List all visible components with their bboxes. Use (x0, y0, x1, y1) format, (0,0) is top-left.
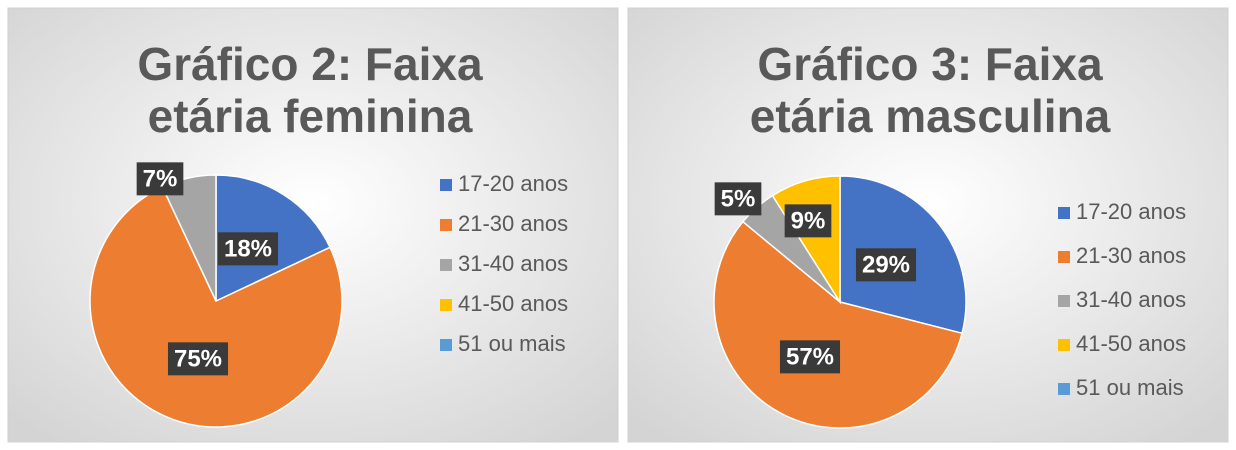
legend-label: 21-30 anos (458, 211, 568, 236)
legend-swatch (440, 299, 452, 311)
legend-label: 51 ou mais (1076, 375, 1184, 400)
data-label-box (779, 340, 841, 374)
data-label: 5% (721, 185, 756, 212)
chart-title: Gráfico 2: Faixa etária feminina (137, 38, 483, 142)
legend-label: 17-20 anos (1076, 199, 1186, 224)
legend-label: 31-40 anos (1076, 287, 1186, 312)
data-label-box (217, 232, 279, 266)
legend-swatch (440, 259, 452, 271)
legend-label: 41-50 anos (1076, 331, 1186, 356)
legend-swatch (1058, 207, 1070, 219)
legend-swatch (440, 339, 452, 351)
legend-swatch (440, 179, 452, 191)
data-label-box (136, 162, 184, 196)
data-label: 7% (143, 165, 178, 192)
pie-slice (713, 220, 963, 429)
legend-label: 31-40 anos (458, 251, 568, 276)
data-label: 9% (791, 207, 826, 234)
data-label-box (167, 342, 229, 376)
chart-title: Gráfico 3: Faixa etária masculina (749, 38, 1111, 142)
data-label: 75% (174, 345, 222, 372)
legend-label: 17-20 anos (458, 171, 568, 196)
pie-slice (89, 185, 343, 428)
legend-label: 21-30 anos (1076, 243, 1186, 268)
data-label-box (784, 204, 832, 238)
data-label: 29% (862, 251, 910, 278)
data-label: 18% (224, 235, 272, 262)
legend-label: 41-50 anos (458, 291, 568, 316)
legend-swatch (1058, 295, 1070, 307)
legend-swatch (1058, 251, 1070, 263)
data-label-box (714, 182, 762, 216)
legend-swatch (440, 219, 452, 231)
data-label: 57% (786, 343, 834, 370)
legend-swatch (1058, 339, 1070, 351)
data-label-box (855, 248, 917, 282)
legend-swatch (1058, 383, 1070, 395)
legend-label: 51 ou mais (458, 331, 566, 356)
